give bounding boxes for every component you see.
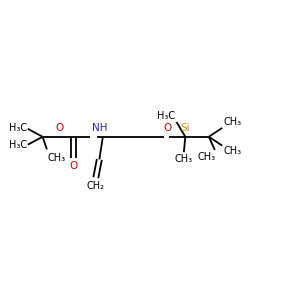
Text: O: O — [69, 160, 78, 171]
Text: CH₃: CH₃ — [223, 117, 241, 127]
Text: H₃C: H₃C — [9, 123, 27, 133]
Text: CH₃: CH₃ — [223, 146, 241, 156]
Text: CH₂: CH₂ — [87, 181, 105, 191]
Text: CH₃: CH₃ — [47, 153, 66, 163]
Text: CH₃: CH₃ — [175, 154, 193, 164]
Text: Si: Si — [181, 123, 190, 133]
Text: H₃C: H₃C — [9, 140, 27, 150]
Text: CH₃: CH₃ — [197, 152, 215, 162]
Text: O: O — [55, 123, 63, 133]
Text: NH: NH — [92, 123, 107, 133]
Text: H₃C: H₃C — [157, 111, 175, 121]
Text: O: O — [163, 123, 171, 133]
